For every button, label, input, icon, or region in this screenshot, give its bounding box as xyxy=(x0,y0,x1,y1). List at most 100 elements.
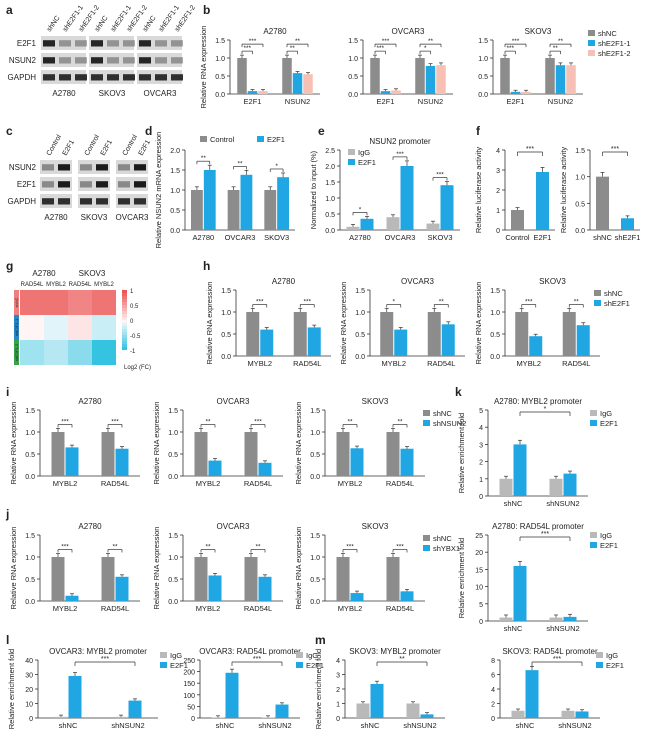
y-tick-label: 0.5 xyxy=(168,452,178,459)
sig-label: ** xyxy=(399,656,405,663)
y-tick-label: 0.5 xyxy=(478,74,488,81)
bar xyxy=(247,91,258,94)
y-tick-label: 1.5 xyxy=(310,533,320,540)
y-tick-label: 0.5 xyxy=(575,201,585,208)
y-tick-label: 1.0 xyxy=(221,310,231,317)
blot-band xyxy=(96,164,108,171)
panel-label-g: g xyxy=(6,259,13,273)
y-tick-label: 0.0 xyxy=(215,92,225,99)
chart-title: SKOV3: MYBL2 promoter xyxy=(349,647,441,656)
scale-step xyxy=(122,305,127,308)
blot-band xyxy=(42,164,54,171)
chart-title: SKOV3 xyxy=(362,397,389,406)
legend-swatch xyxy=(590,420,597,426)
scale-step xyxy=(122,347,127,350)
y-axis-label: Relative RNA expression xyxy=(474,282,483,365)
bar xyxy=(370,58,380,94)
x-tick-label: RAD54L xyxy=(427,359,455,368)
bar xyxy=(511,210,524,230)
bar xyxy=(360,218,374,230)
y-tick-label: 1.0 xyxy=(355,310,365,317)
blot-band xyxy=(58,198,70,205)
lane-label: E2F1 xyxy=(100,139,114,157)
heatmap-cell xyxy=(68,315,92,340)
bar xyxy=(307,327,321,356)
legend-label: shNSUN2 xyxy=(433,419,466,428)
y-tick-label: 25 xyxy=(475,533,483,540)
legend-label: IgG xyxy=(600,409,612,418)
bar xyxy=(545,58,555,94)
legend-swatch xyxy=(594,290,601,296)
sig-label: *** xyxy=(512,38,520,45)
legend-swatch xyxy=(590,532,597,538)
y-tick-label: 3 xyxy=(496,168,500,175)
chart-title: A2780 xyxy=(78,397,102,406)
y-tick-label: 1.0 xyxy=(490,310,500,317)
heatmap-column-label: MYBL2 xyxy=(94,282,114,288)
bar xyxy=(65,447,79,476)
bar xyxy=(386,557,400,601)
blot-band xyxy=(91,74,103,81)
y-tick-label: 2.0 xyxy=(325,164,335,171)
blot-band xyxy=(59,74,71,81)
y-tick-label: 0.0 xyxy=(325,228,335,235)
bar xyxy=(244,557,258,601)
scale-step xyxy=(122,329,127,332)
x-tick-label: shE2F1 xyxy=(615,233,641,242)
sig-label: *** xyxy=(243,45,251,52)
y-axis-label: Relative enrichment fold xyxy=(7,649,16,729)
x-tick-label: RAD54L xyxy=(244,479,272,488)
y-axis-label: Relative RNA expression xyxy=(294,402,303,485)
legend-swatch xyxy=(423,420,430,426)
chart-b1: A2780 0.0 0.5 1.0 1.5 Relative RNA expression… xyxy=(199,26,320,108)
bar xyxy=(336,432,350,476)
y-tick-label: 20 xyxy=(25,687,33,694)
x-tick-label: MYBL2 xyxy=(338,604,363,613)
x-tick-label: shNC xyxy=(361,721,380,729)
heatmap-column-label: RAD54L xyxy=(69,282,92,288)
bar xyxy=(521,91,531,94)
sig-label: ** xyxy=(428,38,434,45)
sig-label: *** xyxy=(436,172,444,179)
y-tick-label: 2 xyxy=(491,702,495,709)
y-tick-label: 2 xyxy=(479,460,483,467)
bar xyxy=(400,448,414,476)
bar xyxy=(258,462,272,476)
row-label: GAPDH xyxy=(8,73,37,82)
bar xyxy=(561,710,575,718)
bar xyxy=(227,190,240,230)
x-tick-label: NSUN2 xyxy=(418,97,443,106)
y-tick-label: 0.5 xyxy=(310,452,320,459)
y-tick-label: 0.5 xyxy=(215,74,225,81)
bar xyxy=(101,557,115,601)
x-tick-label: MYBL2 xyxy=(247,359,272,368)
y-tick-label: 0.0 xyxy=(490,354,500,361)
legend-swatch xyxy=(296,652,303,658)
chart-h3: SKOV3 0.0 0.5 1.0 1.5 Relative RNA expression… xyxy=(474,277,630,368)
y-tick-label: 1.0 xyxy=(310,430,320,437)
bar xyxy=(406,703,420,718)
blot-group-label: A2780 xyxy=(52,89,76,98)
bar xyxy=(208,460,222,476)
bar xyxy=(400,166,414,230)
y-tick-label: 20 xyxy=(475,550,483,557)
chart-title: A2780: RAD54L promoter xyxy=(492,522,584,531)
sig-label: ** xyxy=(237,160,243,167)
scale-step xyxy=(122,317,127,320)
legend-label: shNC xyxy=(598,29,617,38)
y-tick-label: 1.5 xyxy=(575,148,585,155)
scale-step xyxy=(122,323,127,326)
chart-f2: 0.0 0.5 1.0 1.5 Relative luciferase activity… xyxy=(559,146,640,242)
sig-label: *** xyxy=(396,543,404,550)
y-axis-label: Relative RNA expression xyxy=(339,282,348,365)
x-tick-label: shNC xyxy=(504,624,523,633)
legend-label: IgG xyxy=(600,531,612,540)
y-axis-label: Relative enrichment fold xyxy=(314,649,323,729)
bar xyxy=(562,312,576,356)
lane-label: E2F1 xyxy=(138,139,152,157)
blot-band xyxy=(171,74,183,81)
y-tick-label: 1.0 xyxy=(215,56,225,63)
blot-band xyxy=(134,198,146,205)
sig-label: *** xyxy=(376,45,384,52)
y-tick-label: 1.5 xyxy=(25,533,35,540)
